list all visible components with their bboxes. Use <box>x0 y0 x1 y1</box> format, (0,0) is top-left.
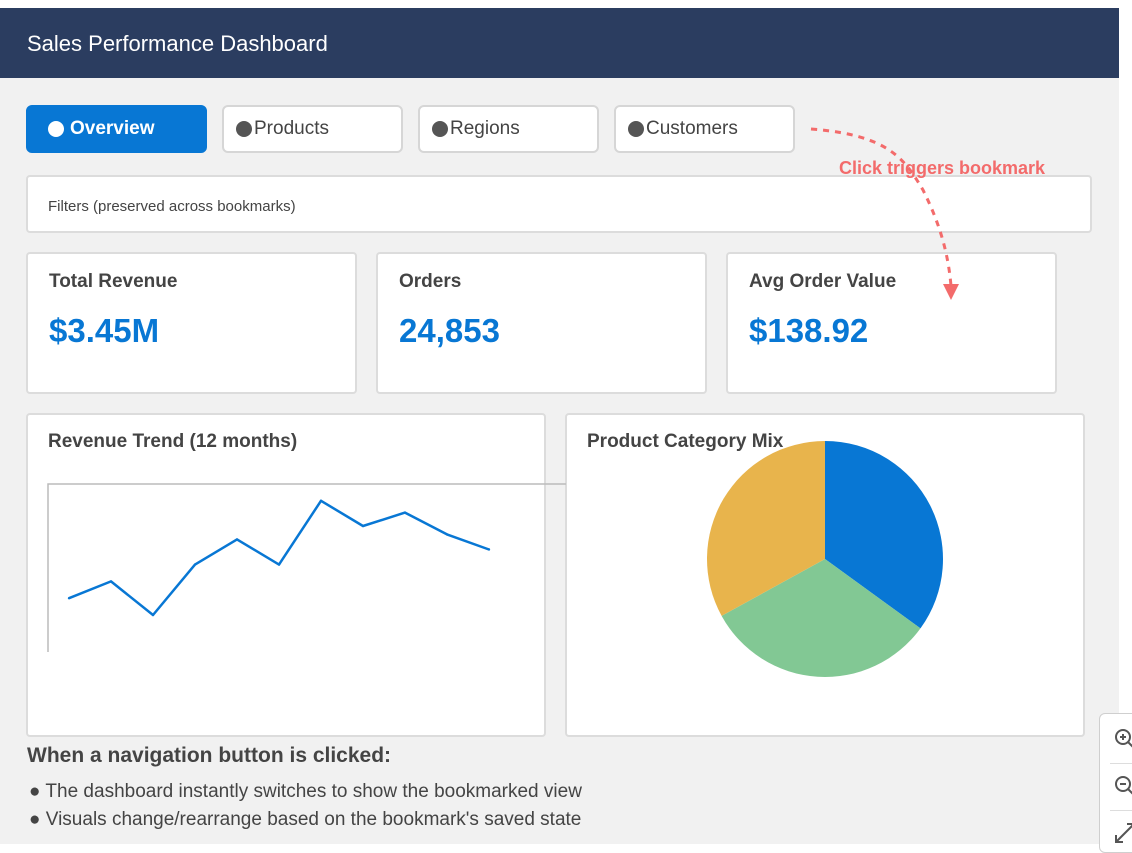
kpi-card-total-revenue: Total Revenue $3.45M <box>26 252 357 394</box>
kpi-label: Orders <box>399 271 462 292</box>
nav-button-label: Products <box>254 118 329 139</box>
divider <box>1110 810 1132 811</box>
zoom-controls <box>1099 713 1132 853</box>
pie-slice <box>707 441 825 616</box>
chart-title: Product Category Mix <box>587 431 784 452</box>
annotation-text: Click triggers bookmark <box>839 158 1046 178</box>
data-point <box>487 548 491 551</box>
kpi-value: $3.45M <box>49 312 160 349</box>
data-point <box>403 511 407 514</box>
kpi-label: Total Revenue <box>49 271 178 292</box>
notes-heading: When a navigation button is clicked: <box>27 744 392 767</box>
data-point <box>67 597 71 600</box>
kpi-value: 24,853 <box>399 312 500 349</box>
series-line <box>68 499 490 617</box>
chart-axis <box>47 483 566 652</box>
bullet-icon <box>628 121 644 137</box>
note-item: ● The dashboard instantly switches to sh… <box>29 781 582 802</box>
divider <box>1110 763 1132 764</box>
data-point <box>235 538 239 541</box>
bullet-icon <box>236 121 252 137</box>
pie-slice <box>825 441 943 629</box>
bullet-icon <box>432 121 448 137</box>
product-category-pie <box>707 441 943 677</box>
data-point <box>151 613 155 617</box>
data-point <box>109 580 113 583</box>
filters-label: Filters (preserved across bookmarks) <box>48 198 296 215</box>
fit-to-screen-icon[interactable] <box>1112 820 1132 846</box>
revenue-trend-card: Revenue Trend (12 months) <box>26 413 546 737</box>
nav-button-products[interactable]: Products <box>222 105 403 153</box>
nav-button-label: Customers <box>646 118 738 139</box>
kpi-value: $138.92 <box>749 312 869 349</box>
zoom-in-icon[interactable] <box>1112 726 1132 752</box>
nav-button-overview[interactable]: Overview <box>26 105 207 153</box>
nav-button-label: Regions <box>450 118 520 139</box>
data-point <box>277 563 281 566</box>
zoom-out-icon[interactable] <box>1112 773 1132 799</box>
data-point <box>319 499 323 502</box>
nav-button-label: Overview <box>70 118 155 139</box>
kpi-card-orders: Orders 24,853 <box>376 252 707 394</box>
bullet-icon <box>48 121 64 137</box>
header-bar: Sales Performance Dashboard <box>0 8 1119 78</box>
chart-title: Revenue Trend (12 months) <box>48 431 298 452</box>
page-title: Sales Performance Dashboard <box>27 31 328 56</box>
note-item: ● Visuals change/rearrange based on the … <box>29 809 582 830</box>
nav-button-customers[interactable]: Customers <box>614 105 795 153</box>
nav-button-regions[interactable]: Regions <box>418 105 599 153</box>
data-point <box>445 533 449 536</box>
pie-slice <box>721 559 921 677</box>
data-point <box>193 563 197 566</box>
data-point <box>361 524 365 528</box>
